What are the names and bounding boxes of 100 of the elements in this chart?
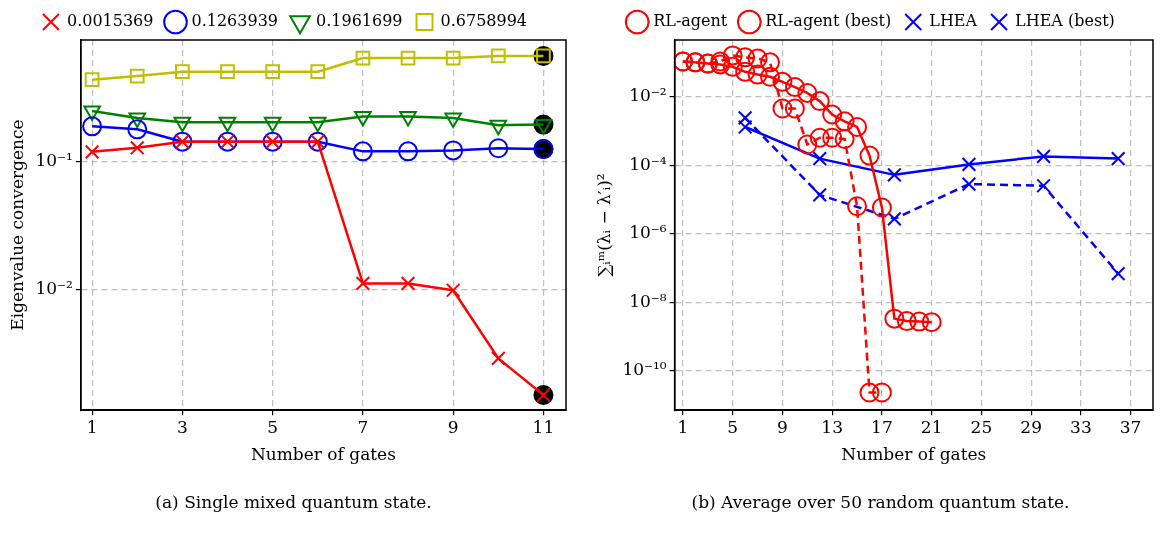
point (175, 64, 190, 80)
point (884, 308, 905, 329)
x-tick-label: 17 (871, 416, 893, 437)
x-tick-label: 5 (267, 416, 279, 437)
point (847, 116, 868, 137)
point (129, 68, 145, 84)
point (84, 72, 100, 88)
point (822, 104, 843, 125)
point (308, 116, 327, 133)
legend-label: RL-agent (653, 11, 728, 31)
point (859, 145, 880, 166)
point (871, 197, 892, 218)
y-tick-label: 10⁻¹ (35, 150, 73, 171)
legend-label: RL-agent (best) (765, 11, 892, 31)
point (822, 127, 843, 148)
x-tick-label: 13 (821, 416, 843, 437)
point (909, 311, 930, 332)
point (809, 127, 830, 148)
legend-label: 0.1263939 (191, 11, 279, 31)
point (760, 52, 781, 73)
y-tick-label: 10⁻⁶ (629, 222, 667, 243)
x-tick-label: 21 (920, 416, 943, 437)
point (128, 112, 147, 128)
point (760, 66, 781, 87)
point (534, 119, 553, 135)
point (263, 116, 282, 133)
x-axis-title: Number of gates (250, 444, 396, 465)
point (886, 167, 902, 183)
point (834, 128, 855, 149)
y-tick-label: 10⁻¹⁰ (622, 359, 667, 380)
point (1036, 178, 1051, 194)
point (812, 187, 828, 203)
point (218, 116, 237, 133)
point (398, 141, 419, 162)
point (488, 138, 509, 159)
point (265, 64, 280, 80)
point (722, 56, 743, 77)
point (127, 119, 148, 140)
y-tick-label: 10⁻² (629, 85, 667, 106)
y-tick-label: 10⁻² (35, 278, 73, 299)
legend-label: LHEA (best) (1015, 11, 1115, 31)
x-tick-label: 25 (970, 416, 993, 437)
point (871, 382, 892, 403)
point (400, 276, 416, 291)
point (772, 98, 793, 119)
point (84, 144, 100, 160)
x-tick-label: 29 (1020, 416, 1042, 437)
x-axis-title: Number of gates (841, 444, 987, 465)
point (809, 91, 830, 112)
point (82, 116, 103, 137)
x-tick-label: 11 (532, 416, 555, 437)
y-tick-label: 10⁻⁸ (629, 290, 667, 311)
point (896, 311, 917, 332)
point (797, 82, 818, 103)
point (1036, 149, 1051, 164)
point (445, 50, 461, 66)
x-tick-label: 9 (447, 416, 459, 437)
x-tick-label: 37 (1119, 416, 1142, 437)
point (354, 110, 372, 127)
point (355, 276, 371, 291)
point (961, 157, 977, 172)
legend-label: 0.0015369 (66, 11, 154, 31)
x-tick-label: 1 (677, 416, 689, 437)
point (444, 112, 462, 128)
point (173, 116, 192, 133)
point (772, 71, 793, 92)
point (83, 105, 101, 122)
point (886, 211, 902, 227)
point (961, 176, 977, 192)
point (747, 48, 768, 69)
x-tick-label: 3 (176, 416, 188, 437)
y-axis-title: ∑ᵢᵐ(λᵢ − λ′ᵢ)² (593, 173, 614, 277)
point (220, 64, 235, 80)
legend-label: 0.1961699 (316, 11, 403, 31)
point (355, 50, 371, 66)
x-tick-label: 7 (357, 416, 369, 437)
point (859, 382, 880, 403)
text: (a) Single mixed quantum state. (154, 492, 433, 512)
point (784, 77, 805, 98)
point (400, 50, 416, 66)
point (490, 351, 506, 366)
y-tick-label: 10⁻⁴ (629, 153, 667, 174)
legend-label: LHEA (929, 11, 978, 31)
point (735, 47, 756, 68)
point (747, 64, 768, 85)
point (921, 312, 942, 333)
point (1110, 266, 1126, 281)
y-axis-title: Eigenvalue convergence (6, 119, 27, 331)
point (722, 45, 743, 66)
point (310, 64, 326, 80)
point (847, 196, 868, 217)
point (489, 119, 508, 136)
point (784, 98, 805, 119)
x-tick-label: 1 (86, 416, 98, 437)
point (797, 134, 818, 155)
point (399, 110, 417, 127)
point (490, 48, 506, 64)
point (443, 140, 464, 161)
point (812, 151, 828, 166)
text: (b) Average over 50 random quantum state. (690, 492, 1071, 512)
